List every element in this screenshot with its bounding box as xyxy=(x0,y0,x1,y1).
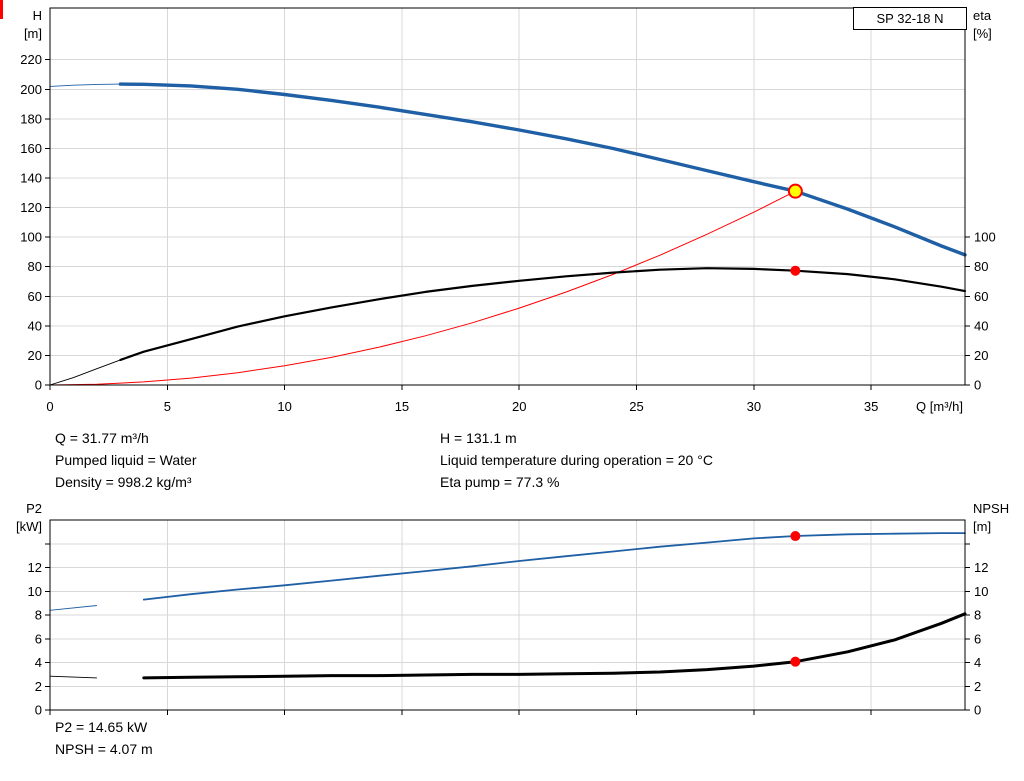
efficiency-point-marker xyxy=(790,265,801,276)
series-efficiency xyxy=(119,267,967,361)
y-right-tick-label: 0 xyxy=(974,703,981,718)
y-left-tick-label: 100 xyxy=(20,230,42,245)
pumped-liquid-readout: Pumped liquid = Water xyxy=(55,452,197,468)
y-left-tick-label: 60 xyxy=(28,289,42,304)
y-right-tick-label: 8 xyxy=(974,608,981,623)
y-left-tick-label: 6 xyxy=(35,631,42,646)
head-efficiency-chart: 0204060801001201401601802002200204060801… xyxy=(20,7,996,414)
y-left-tick-label: 12 xyxy=(28,560,42,575)
y-left-tick-label: 2 xyxy=(35,679,42,694)
y-right-tick-label: 20 xyxy=(974,348,988,363)
y-left-tick-label: 8 xyxy=(35,608,42,623)
density-readout: Density = 998.2 kg/m³ xyxy=(55,474,192,490)
y-left-axis-label: P2 xyxy=(26,501,42,516)
pump-type-text: SP 32-18 N xyxy=(876,11,944,26)
x-tick-label: 0 xyxy=(46,399,53,414)
x-tick-label: 5 xyxy=(164,399,171,414)
npsh-readout: NPSH = 4.07 m xyxy=(55,741,153,757)
y-right-tick-label: 60 xyxy=(974,289,988,304)
eta-pump-readout: Eta pump = 77.3 % xyxy=(440,474,560,490)
power-npsh-chart: 0 2 4 6 8 10 12 0 2 4 6 8 10 12 P2 [kW] NPSH [m] xyxy=(16,501,1009,718)
series-system-curve xyxy=(49,190,796,386)
x-tick-label: 15 xyxy=(395,399,409,414)
npsh-point-marker xyxy=(790,656,801,667)
power-point-marker xyxy=(790,531,801,542)
result-info: P2 = 14.65 kW NPSH = 4.07 m xyxy=(55,716,153,760)
p2-readout: P2 = 14.65 kW xyxy=(55,719,148,735)
plot-frame xyxy=(49,7,966,386)
y-left-tick-label: 180 xyxy=(20,111,42,126)
y-left-tick-label: 40 xyxy=(28,318,42,333)
series-head-lead-in xyxy=(49,83,121,87)
y-right-tick-label: 6 xyxy=(974,631,981,646)
y-right-axis-label: [%] xyxy=(973,26,992,41)
series-power-p2-lead-in xyxy=(49,605,97,611)
y-left-axis-label: [m] xyxy=(24,26,42,41)
y-left-axis-label: H xyxy=(33,8,42,23)
flow-readout: Q = 31.77 m³/h xyxy=(55,430,149,446)
y-left-tick-label: 160 xyxy=(20,141,42,156)
x-tick-label: 30 xyxy=(747,399,761,414)
y-left-tick-label: 200 xyxy=(20,82,42,97)
x-tick-label: 35 xyxy=(864,399,878,414)
y-left-tick-label: 10 xyxy=(28,584,42,599)
head-readout: H = 131.1 m xyxy=(440,430,517,446)
y-left-tick-label: 220 xyxy=(20,52,42,67)
pump-type-label: SP 32-18 N xyxy=(853,7,967,30)
duty-point-marker[interactable] xyxy=(787,183,803,199)
series-npsh xyxy=(142,612,967,680)
y-right-tick-label: 12 xyxy=(974,560,988,575)
y-right-tick-label: 0 xyxy=(974,378,981,393)
operating-point-info-left: Q = 31.77 m³/h Pumped liquid = Water Den… xyxy=(55,427,197,493)
y-left-tick-label: 140 xyxy=(20,171,42,186)
y-right-tick-label: 40 xyxy=(974,318,988,333)
y-right-tick-label: 10 xyxy=(974,584,988,599)
red-edge-marker xyxy=(0,0,3,19)
y-right-axis-label: [m] xyxy=(973,519,991,534)
y-left-axis-label: [kW] xyxy=(16,519,42,534)
temperature-readout: Liquid temperature during operation = 20… xyxy=(440,452,713,468)
y-right-tick-label: 80 xyxy=(974,259,988,274)
y-left-tick-label: 4 xyxy=(35,655,42,670)
y-left-tick-label: 80 xyxy=(28,259,42,274)
x-tick-label: 10 xyxy=(277,399,291,414)
x-tick-label: 25 xyxy=(629,399,643,414)
x-axis-label: Q [m³/h] xyxy=(916,399,963,414)
y-left-tick-label: 0 xyxy=(35,378,42,393)
x-tick-label: 20 xyxy=(512,399,526,414)
y-right-tick-label: 4 xyxy=(974,655,981,670)
operating-point-info-right: H = 131.1 m Liquid temperature during op… xyxy=(440,427,713,493)
y-right-tick-label: 100 xyxy=(974,230,996,245)
y-right-axis-label: NPSH xyxy=(973,501,1009,516)
y-right-axis-label: eta xyxy=(973,8,992,23)
series-efficiency-lead-in xyxy=(49,359,121,386)
y-right-tick-label: 2 xyxy=(974,679,981,694)
series-power-p2 xyxy=(142,532,966,601)
y-left-tick-label: 0 xyxy=(35,703,42,718)
series-npsh-lead-in xyxy=(49,675,97,679)
y-left-tick-label: 20 xyxy=(28,348,42,363)
y-left-tick-label: 120 xyxy=(20,200,42,215)
series-head xyxy=(118,82,967,257)
